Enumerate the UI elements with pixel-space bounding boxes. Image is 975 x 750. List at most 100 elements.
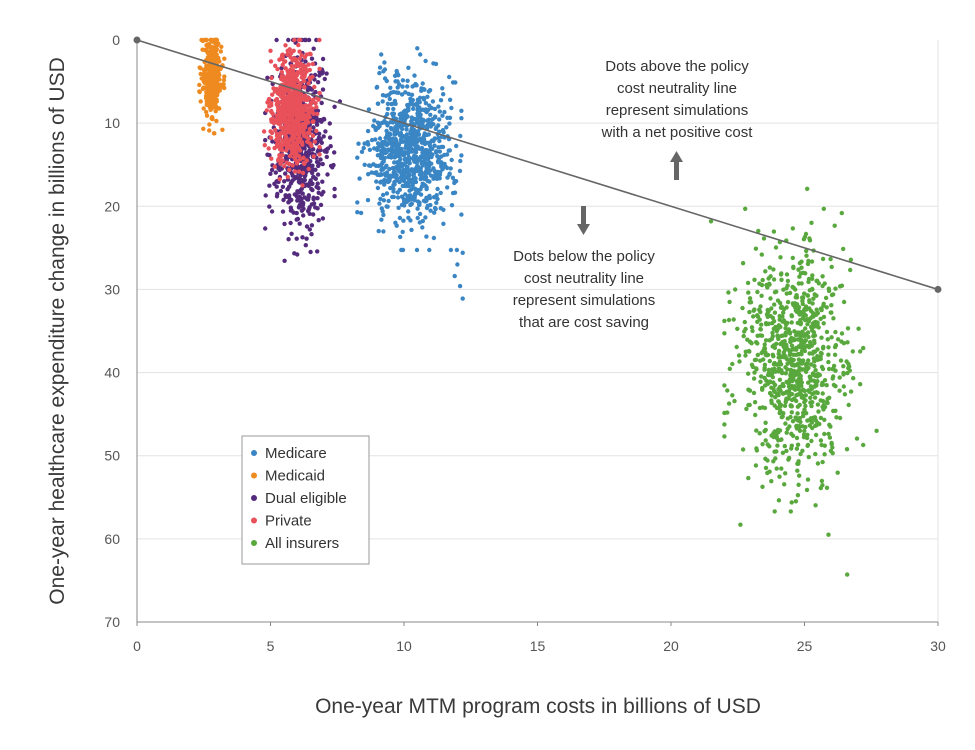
data-point <box>766 367 771 373</box>
data-point <box>262 143 267 148</box>
data-point <box>388 125 394 131</box>
data-point <box>381 229 386 234</box>
data-point <box>283 194 289 200</box>
data-point <box>278 119 284 124</box>
data-point <box>825 337 830 342</box>
data-point <box>406 209 411 214</box>
data-point <box>220 127 225 132</box>
data-point <box>418 166 423 171</box>
data-point <box>282 164 287 169</box>
data-point <box>426 107 431 113</box>
data-point <box>297 138 303 144</box>
data-point <box>804 487 810 493</box>
data-point <box>806 334 811 340</box>
annotation-below-line-2: cost neutrality line <box>524 270 644 287</box>
data-point <box>308 158 313 164</box>
data-point <box>722 383 727 388</box>
data-point <box>380 93 386 98</box>
annotation-above-line-1: Dots above the policy <box>605 58 749 75</box>
data-point <box>362 162 367 167</box>
data-point <box>328 163 334 169</box>
data-point <box>763 383 768 388</box>
data-point <box>302 85 307 90</box>
data-point <box>772 449 777 454</box>
data-point <box>764 312 770 317</box>
data-point <box>811 333 816 339</box>
data-point <box>404 183 409 189</box>
data-point <box>290 143 295 148</box>
data-point <box>365 197 371 203</box>
data-point <box>358 210 364 216</box>
legend-marker <box>251 472 257 479</box>
data-point <box>283 171 288 176</box>
data-point <box>398 234 403 240</box>
annotation-above-line-2: cost neutrality line <box>617 80 737 97</box>
data-point <box>304 236 309 241</box>
data-point <box>762 367 767 372</box>
data-point <box>301 131 306 136</box>
data-point <box>395 79 400 84</box>
data-point <box>436 104 441 109</box>
data-point <box>820 459 825 465</box>
data-point <box>261 129 267 134</box>
data-point <box>442 109 447 115</box>
data-point <box>768 313 773 319</box>
data-point <box>824 383 829 388</box>
data-point <box>332 186 337 192</box>
data-point <box>453 80 458 85</box>
data-point <box>409 187 414 192</box>
legend-item: Medicare <box>251 445 327 462</box>
data-point <box>777 474 782 479</box>
data-point <box>776 369 781 374</box>
data-point <box>772 310 778 315</box>
data-point <box>283 43 288 48</box>
data-point <box>784 389 789 394</box>
data-point <box>412 191 418 197</box>
data-point <box>295 96 300 102</box>
data-point <box>290 99 295 105</box>
data-point <box>832 352 838 357</box>
data-point <box>814 423 819 428</box>
data-point <box>306 62 311 67</box>
data-point <box>356 141 361 146</box>
data-point <box>449 105 454 111</box>
data-point <box>384 170 390 175</box>
data-point <box>408 218 413 223</box>
data-point <box>770 374 775 380</box>
data-point <box>201 126 206 131</box>
data-point <box>441 130 446 135</box>
data-point <box>795 493 801 498</box>
data-point <box>391 101 396 106</box>
data-point <box>813 368 818 373</box>
data-point <box>749 325 755 330</box>
data-point <box>436 145 441 150</box>
data-point <box>809 438 814 444</box>
y-tick-label: 50 <box>104 448 120 464</box>
data-point <box>311 125 316 130</box>
data-point <box>727 299 732 305</box>
data-point <box>321 134 326 139</box>
data-point <box>796 459 801 464</box>
data-point <box>433 61 439 67</box>
data-point <box>841 372 846 377</box>
data-point <box>287 193 292 198</box>
data-point <box>830 376 835 381</box>
data-point <box>425 94 430 100</box>
data-point <box>375 101 381 106</box>
data-point <box>287 47 292 52</box>
data-point <box>798 366 803 372</box>
data-point <box>412 153 417 159</box>
data-point <box>755 352 760 358</box>
data-point <box>432 205 438 211</box>
data-point <box>419 171 424 176</box>
data-point <box>444 125 449 130</box>
x-tick-label: 20 <box>663 638 679 654</box>
data-point <box>274 96 280 102</box>
data-point <box>401 109 406 115</box>
data-point <box>398 137 404 142</box>
data-point <box>452 273 457 279</box>
data-point <box>763 321 769 326</box>
data-point <box>459 108 464 114</box>
data-point <box>444 165 450 171</box>
data-point <box>287 77 292 83</box>
